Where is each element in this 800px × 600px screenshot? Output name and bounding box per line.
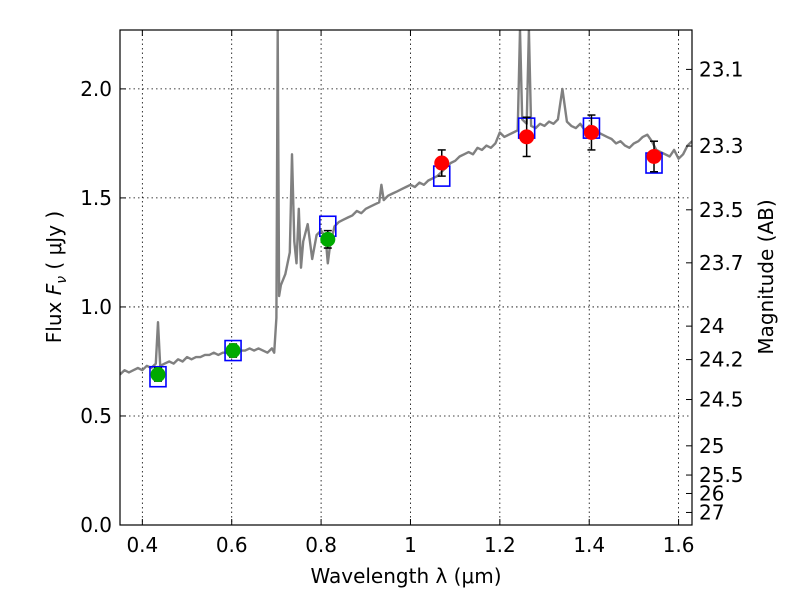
y-axis-label-unit: ( μJy ) bbox=[42, 211, 66, 276]
y2-tick-label: 23.1 bbox=[699, 57, 744, 81]
y2-tick-label: 24.2 bbox=[699, 348, 744, 372]
y2-tick-label: 25.5 bbox=[699, 463, 744, 487]
y2-tick-label: 25 bbox=[699, 434, 724, 458]
y2-tick-label: 23.5 bbox=[699, 198, 744, 222]
y2-tick-label: 27 bbox=[699, 500, 724, 524]
y-axis-label-prefix: Flux bbox=[42, 295, 66, 343]
y2-tick-label: 23.7 bbox=[699, 251, 744, 275]
plot-background bbox=[120, 30, 692, 525]
x-tick-label: 1.6 bbox=[663, 533, 695, 557]
plot-frame bbox=[119, 29, 693, 526]
y-tick-label: 0.5 bbox=[80, 404, 112, 428]
y2-tick-label: 23.3 bbox=[699, 134, 744, 158]
green-data-point bbox=[225, 343, 241, 359]
red-data-point bbox=[583, 124, 599, 140]
x-tick-label: 1 bbox=[404, 533, 417, 557]
plot-content bbox=[120, 30, 692, 388]
y-tick-label: 1.0 bbox=[80, 295, 112, 319]
y-tick-label: 1.5 bbox=[80, 186, 112, 210]
x-tick-label: 0.6 bbox=[216, 533, 248, 557]
y-tick-label: 0.0 bbox=[80, 513, 112, 537]
x-tick-label: 0.8 bbox=[305, 533, 337, 557]
y-axis-label-symbol: F bbox=[42, 283, 66, 295]
green-data-point bbox=[320, 231, 336, 247]
y-axis-label-subscript: ν bbox=[54, 276, 70, 284]
red-data-point bbox=[519, 129, 535, 145]
x-tick-label: 1.2 bbox=[484, 533, 516, 557]
axis-ticks: 0.4 0.6 0.8 1 1.2 1.4 1.6 0.0 0.5 1.0 1.5 2.0 23.1 23… bbox=[80, 30, 744, 557]
x-tick-label: 1.4 bbox=[573, 533, 605, 557]
y2-axis-label: Magnitude (AB) bbox=[754, 199, 778, 354]
red-data-point bbox=[434, 155, 450, 171]
green-data-point bbox=[150, 367, 166, 383]
y2-tick-label: 24 bbox=[699, 314, 724, 338]
x-tick-label: 0.4 bbox=[126, 533, 158, 557]
y2-tick-label: 24.5 bbox=[699, 388, 744, 412]
model-square-marker bbox=[149, 365, 167, 388]
y-axis-label: Flux Fν ( μJy ) bbox=[42, 211, 70, 343]
grid-lines bbox=[120, 30, 692, 525]
model-square-marker bbox=[224, 339, 242, 362]
x-axis-label: Wavelength λ (μm) bbox=[310, 564, 501, 588]
red-data-point bbox=[646, 148, 662, 164]
y-tick-label: 2.0 bbox=[80, 77, 112, 101]
y2-tick-label: 26 bbox=[699, 481, 724, 505]
